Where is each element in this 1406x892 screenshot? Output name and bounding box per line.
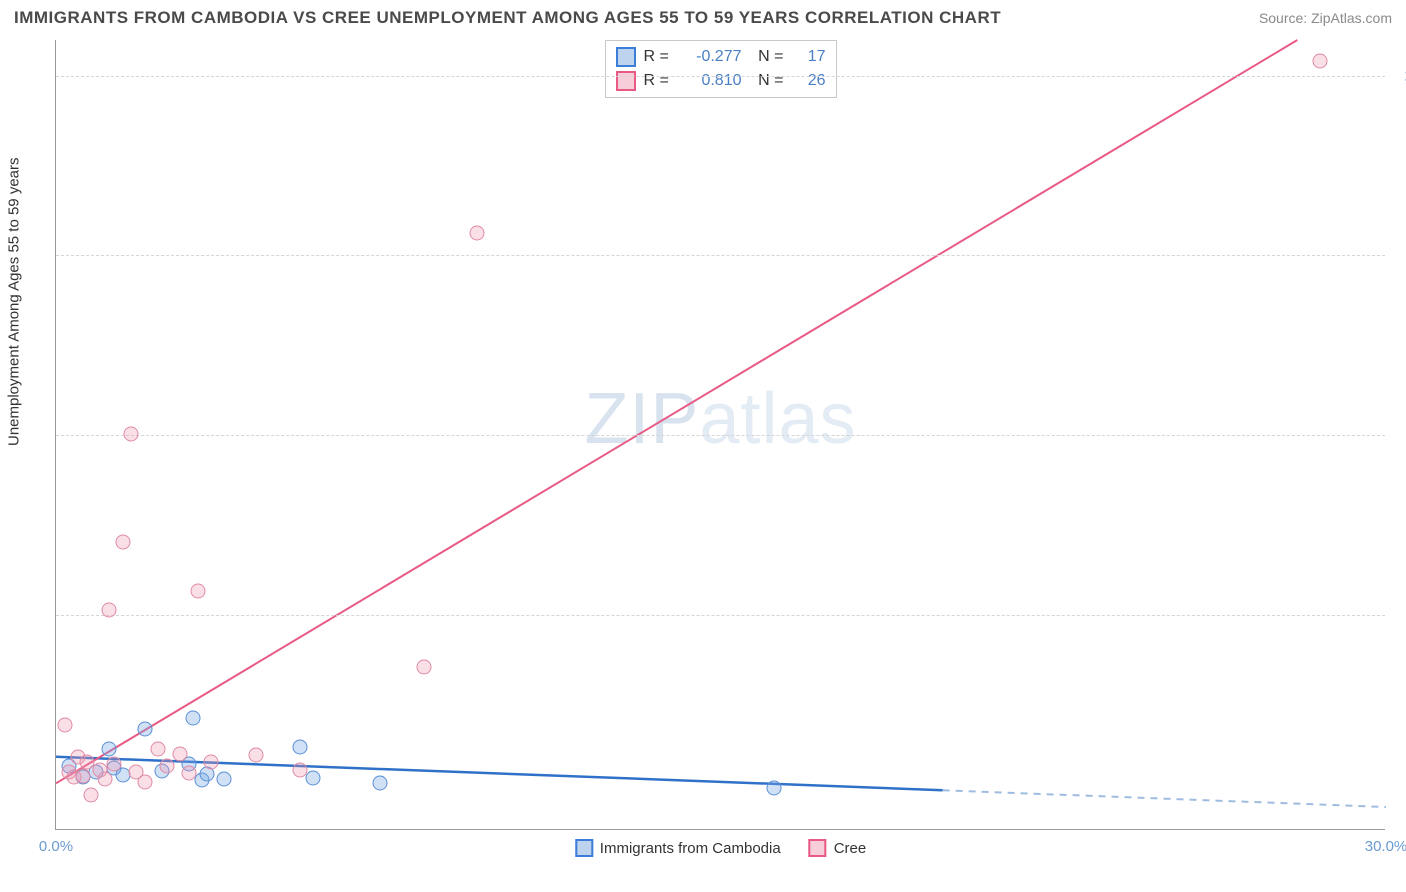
- data-point: [124, 427, 139, 442]
- legend-label: Cree: [834, 840, 867, 857]
- data-point: [372, 776, 387, 791]
- legend-label: Immigrants from Cambodia: [600, 840, 781, 857]
- data-point: [190, 583, 205, 598]
- gridline: [56, 76, 1385, 77]
- y-tick-label: 75.0%: [1395, 247, 1406, 264]
- x-tick-label: 0.0%: [39, 838, 73, 855]
- x-tick-label: 30.0%: [1365, 838, 1406, 855]
- y-tick-label: 25.0%: [1395, 606, 1406, 623]
- data-point: [173, 747, 188, 762]
- data-point: [182, 765, 197, 780]
- gridline: [56, 435, 1385, 436]
- data-point: [292, 763, 307, 778]
- data-point: [199, 767, 214, 782]
- data-point: [470, 225, 485, 240]
- gridline: [56, 255, 1385, 256]
- stats-legend-row: R = -0.277 N = 17: [616, 45, 826, 69]
- n-value: 17: [792, 48, 826, 66]
- chart-title: IMMIGRANTS FROM CAMBODIA VS CREE UNEMPLO…: [14, 8, 1001, 28]
- legend-item: Immigrants from Cambodia: [575, 839, 781, 857]
- legend-swatch: [575, 839, 593, 857]
- source-label: Source: ZipAtlas.com: [1259, 10, 1392, 26]
- data-point: [767, 781, 782, 796]
- data-point: [186, 710, 201, 725]
- y-tick-label: 50.0%: [1395, 427, 1406, 444]
- data-point: [204, 754, 219, 769]
- data-point: [248, 748, 263, 763]
- data-point: [102, 741, 117, 756]
- stats-legend: R = -0.277 N = 17 R = 0.810 N = 26: [605, 40, 837, 98]
- series-legend: Immigrants from Cambodia Cree: [575, 839, 866, 857]
- legend-item: Cree: [809, 839, 867, 857]
- data-point: [137, 722, 152, 737]
- n-value: 26: [792, 72, 826, 90]
- data-point: [292, 740, 307, 755]
- y-tick-label: 100.0%: [1395, 67, 1406, 84]
- data-point: [150, 741, 165, 756]
- gridline: [56, 615, 1385, 616]
- r-label: R =: [644, 48, 674, 66]
- data-point: [97, 771, 112, 786]
- data-point: [106, 757, 121, 772]
- data-point: [137, 775, 152, 790]
- data-point: [159, 758, 174, 773]
- y-axis-label: Unemployment Among Ages 55 to 59 years: [6, 157, 23, 446]
- data-point: [102, 602, 117, 617]
- r-value: -0.277: [682, 48, 742, 66]
- data-point: [416, 660, 431, 675]
- n-label: N =: [750, 48, 784, 66]
- legend-swatch: [616, 47, 636, 67]
- correlation-chart: ZIPatlas R =-0.277N =17R =0.810N =26 25.…: [55, 40, 1385, 830]
- data-point: [115, 534, 130, 549]
- r-value: 0.810: [682, 72, 742, 90]
- data-point: [75, 768, 90, 783]
- data-point: [306, 771, 321, 786]
- data-point: [57, 717, 72, 732]
- legend-swatch: [616, 71, 636, 91]
- r-label: R =: [644, 72, 674, 90]
- n-label: N =: [750, 72, 784, 90]
- legend-swatch: [809, 839, 827, 857]
- stats-legend-row: R = 0.810 N = 26: [616, 69, 826, 93]
- data-point: [1312, 53, 1327, 68]
- data-point: [217, 772, 232, 787]
- data-point: [84, 788, 99, 803]
